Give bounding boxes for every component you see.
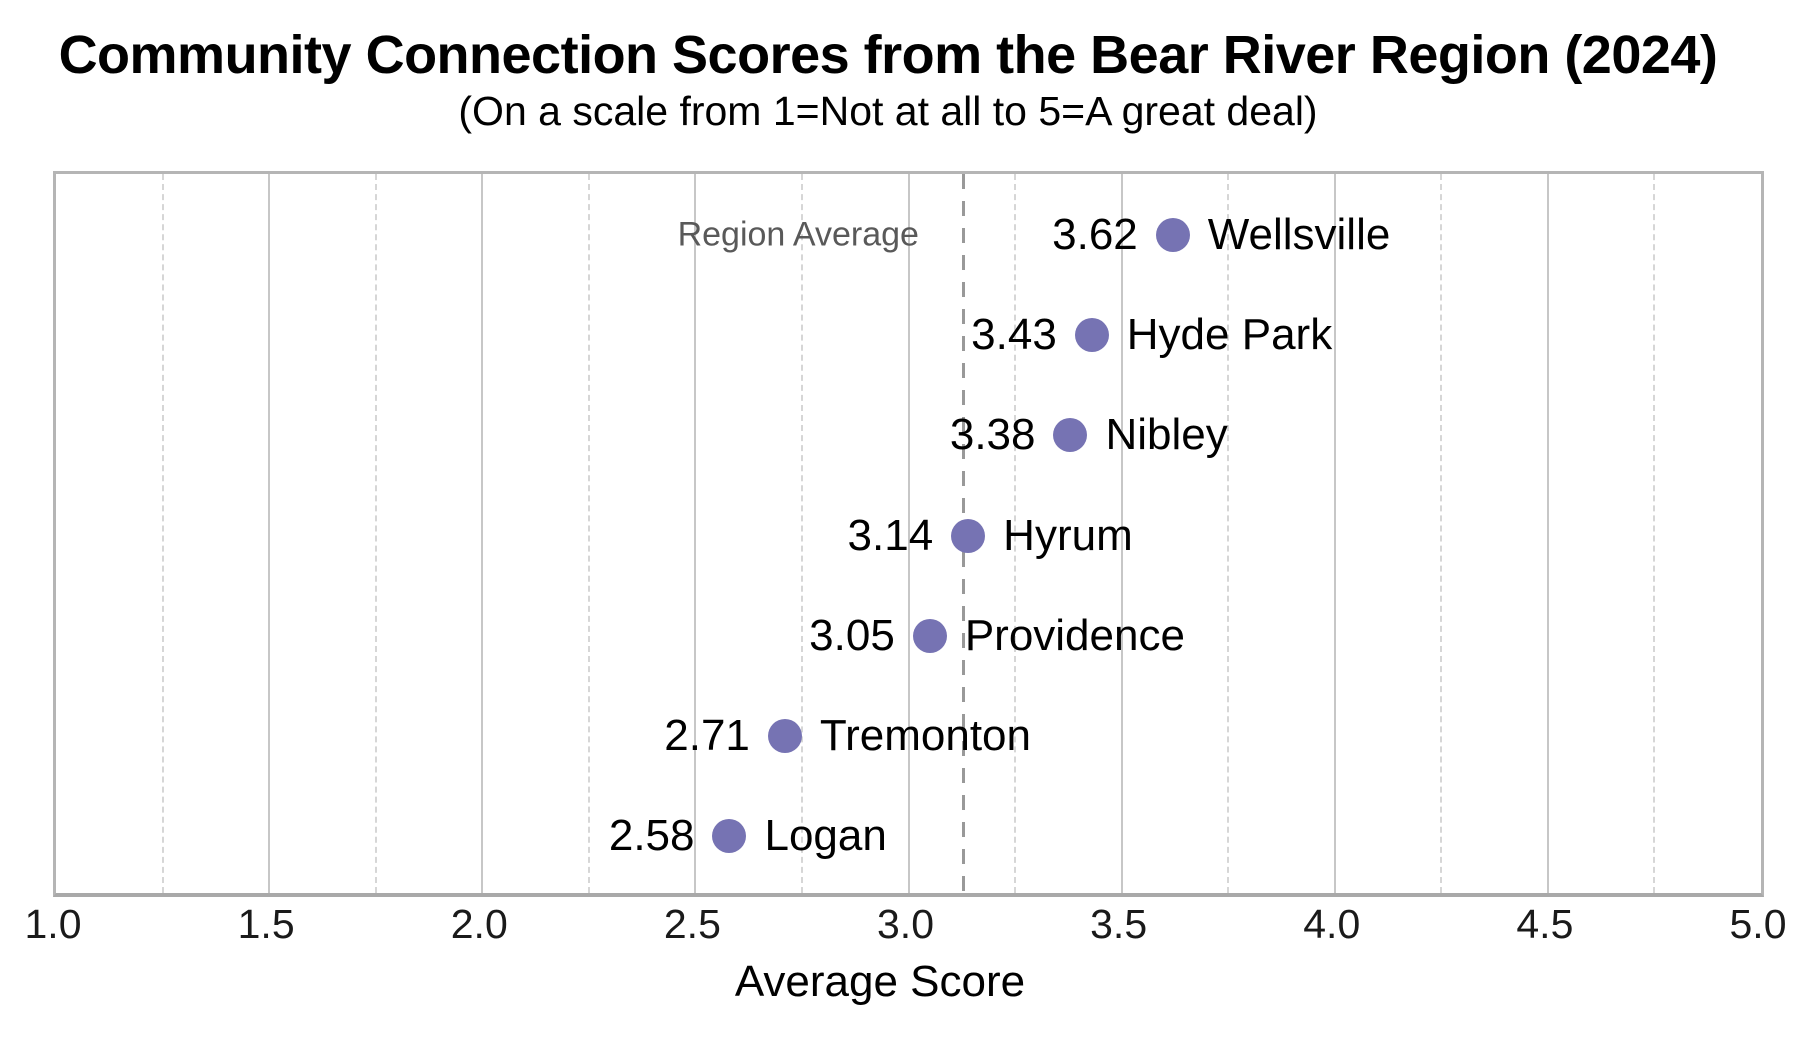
point-value-label: 3.05	[809, 610, 895, 660]
data-point-dot	[767, 719, 802, 753]
major-gridline	[1333, 174, 1336, 893]
point-value-label: 3.62	[1052, 210, 1138, 259]
chart-title: Community Connection Scores from the Bea…	[58, 25, 1718, 85]
minor-gridline	[161, 174, 164, 893]
minor-gridline	[1440, 174, 1443, 893]
x-axis-tick-label: 1.5	[237, 901, 295, 947]
x-axis-tick-label: 5.0	[1729, 901, 1787, 947]
x-axis-tick-label: 2.5	[663, 901, 721, 947]
point-value-label: 3.43	[971, 310, 1057, 360]
point-city-label: Logan	[764, 811, 887, 861]
major-gridline	[1120, 174, 1123, 893]
x-axis-tick-label: 2.0	[450, 901, 508, 947]
point-value-label: 2.71	[664, 711, 750, 760]
point-city-label: Tremonton	[819, 711, 1032, 760]
x-axis-title: Average Score	[734, 957, 1026, 1006]
data-point-dot	[1053, 418, 1088, 453]
x-axis-tick-label: 1.0	[24, 901, 82, 947]
region-average-label: Region Average	[677, 215, 919, 254]
data-point-dot	[712, 819, 747, 854]
point-city-label: Hyrum	[1003, 510, 1133, 560]
x-axis-tick-label: 3.5	[1090, 901, 1148, 947]
minor-gridline	[1014, 174, 1017, 893]
x-axis-tick-label: 4.0	[1303, 901, 1361, 947]
major-gridline	[268, 174, 271, 893]
minor-gridline	[587, 174, 590, 893]
data-point-dot	[912, 618, 947, 653]
major-gridline	[1546, 174, 1549, 893]
data-point-dot	[1155, 218, 1190, 252]
point-city-label: Hyde Park	[1126, 310, 1333, 360]
minor-gridline	[1227, 174, 1230, 893]
point-value-label: 3.14	[847, 510, 934, 560]
minor-gridline	[1653, 174, 1656, 893]
minor-gridline	[800, 174, 803, 893]
major-gridline	[481, 174, 484, 893]
major-gridline	[694, 174, 697, 893]
x-axis-tick-label: 4.5	[1516, 901, 1574, 947]
data-point-dot	[1074, 318, 1109, 353]
point-value-label: 3.38	[949, 410, 1036, 460]
plot-area: Region Average 3.62 Wellsville 3.43 Hyde Par…	[53, 171, 1764, 897]
major-gridline	[907, 174, 910, 893]
point-city-label: Nibley	[1105, 410, 1228, 460]
x-axis-tick-label: 3.0	[877, 901, 934, 947]
minor-gridline	[374, 174, 377, 893]
data-point-dot	[951, 518, 986, 553]
point-city-label: Providence	[964, 610, 1185, 660]
point-value-label: 2.58	[608, 811, 695, 861]
point-city-label: Wellsville	[1207, 210, 1391, 259]
chart-subtitle: (On a scale from 1=Not at all to 5=A gre…	[458, 88, 1318, 134]
